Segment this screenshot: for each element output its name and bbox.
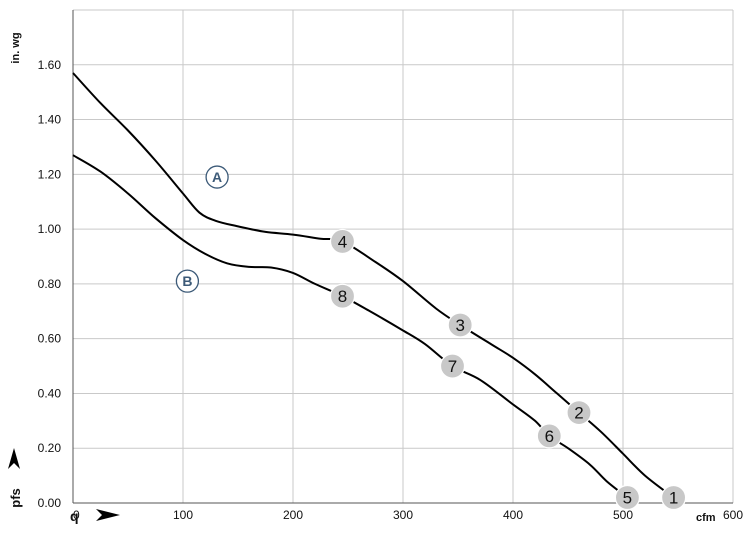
y-axis-arrow-icon: [8, 448, 20, 469]
operating-point-label: 2: [574, 404, 583, 423]
curve-label-circle: [175, 269, 200, 293]
x-tick-label: 500: [613, 508, 633, 522]
x-tick-label: 600: [723, 508, 743, 522]
operating-point-marker: [447, 312, 473, 338]
operating-point-label: 7: [448, 357, 457, 376]
y-tick-label: 1.40: [38, 113, 62, 127]
operating-points: 1 2 3 4 5 6 7 8: [329, 228, 687, 511]
curve-label-b: B: [175, 269, 200, 293]
x-tick-label: 400: [503, 508, 523, 522]
operating-point-4: 4: [329, 228, 356, 255]
operating-point-marker: [614, 484, 641, 511]
curve-label-text: B: [182, 273, 192, 289]
series: [72, 72, 675, 499]
operating-point-7: 7: [439, 353, 466, 379]
operating-point-marker: [660, 484, 687, 511]
operating-point-marker: [536, 423, 562, 449]
y-tick-label: 0.20: [38, 441, 62, 455]
x-tick-label: 200: [283, 508, 303, 522]
tick-labels: 0 100 200 300 400 500 600 0.00 0.20 0.40 0.60 0.80 1…: [38, 58, 744, 522]
y-tick-label: 0.40: [38, 386, 62, 400]
y-tick-label: 1.00: [38, 222, 62, 236]
curve-label-text: A: [212, 169, 222, 185]
x-axis-unit: cfm: [696, 512, 716, 524]
series-line-a: [72, 72, 675, 499]
y-axis-unit: in. wg: [10, 32, 22, 63]
x-tick-label: 0: [73, 508, 80, 522]
operating-point-1: 1: [660, 484, 687, 511]
operating-point-3: 3: [447, 312, 473, 338]
operating-point-marker: [566, 400, 592, 426]
y-tick-label: 0.80: [38, 277, 62, 291]
axes: in. wg cfm q pfs: [8, 32, 716, 524]
operating-point-label: 3: [455, 316, 464, 335]
y-tick-label: 0.60: [38, 332, 62, 346]
grid: [72, 9, 734, 504]
operating-point-2: 2: [566, 400, 592, 426]
curve-label-a: A: [205, 165, 229, 189]
operating-point-marker: [329, 228, 356, 255]
y-tick-label: 1.20: [38, 167, 62, 181]
x-tick-label: 100: [173, 508, 193, 522]
x-axis-label: q: [70, 508, 79, 524]
operating-point-label: 8: [338, 287, 347, 306]
operating-point-5: 5: [614, 484, 641, 511]
operating-point-label: 5: [623, 489, 632, 508]
operating-point-6: 6: [536, 423, 562, 449]
curve-label-circle: [205, 165, 229, 189]
x-axis-arrow-icon: [96, 509, 120, 521]
y-axis-label: pfs: [8, 488, 23, 508]
x-tick-label: 300: [393, 508, 413, 522]
operating-point-label: 4: [338, 232, 347, 251]
operating-point-label: 1: [669, 489, 678, 508]
curve-labels: AB: [175, 165, 229, 293]
operating-point-label: 6: [545, 427, 554, 446]
y-tick-label: 1.60: [38, 58, 62, 72]
y-tick-label: 0.00: [38, 496, 62, 510]
operating-point-8: 8: [329, 283, 356, 309]
operating-point-marker: [329, 283, 356, 309]
operating-point-marker: [439, 353, 466, 379]
